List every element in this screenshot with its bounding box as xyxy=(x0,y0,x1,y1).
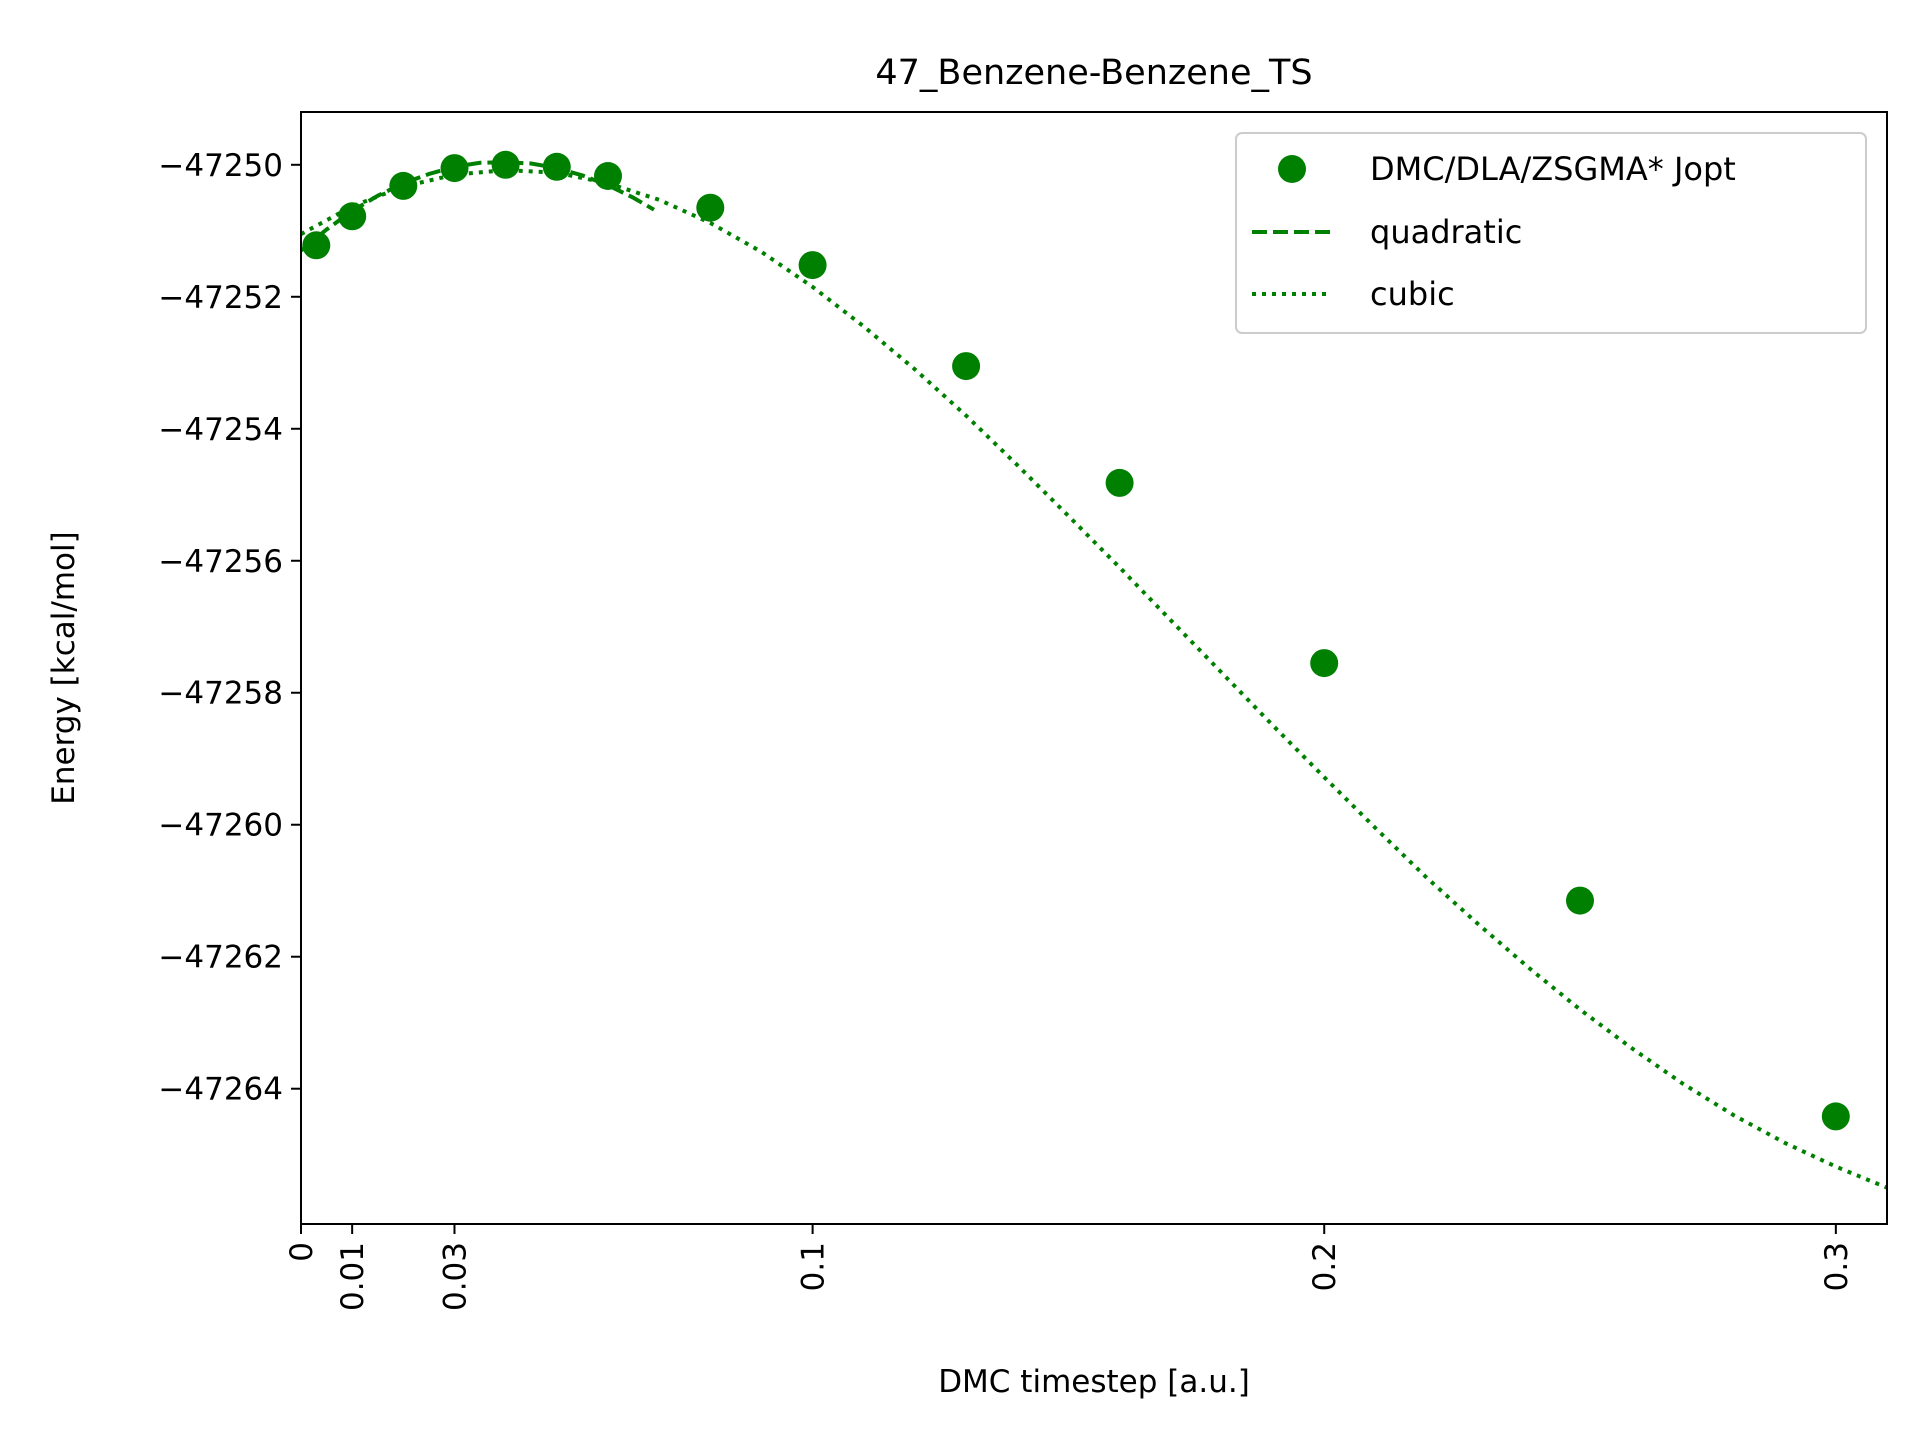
x-axis: 0 0.01 0.03 0.1 0.2 0.3 xyxy=(284,1224,1855,1311)
x-tick-label: 0 xyxy=(284,1242,320,1262)
data-point xyxy=(1310,649,1339,678)
chart-title: 47_Benzene-Benzene_TS xyxy=(875,53,1312,93)
legend-label-quadratic: quadratic xyxy=(1370,213,1522,251)
y-tick-label: −47258 xyxy=(158,676,283,712)
y-tick-label: −47264 xyxy=(158,1072,283,1108)
y-tick-label: −47260 xyxy=(158,808,283,844)
x-axis-label: DMC timestep [a.u.] xyxy=(938,1364,1250,1400)
data-point xyxy=(440,154,469,183)
x-tick-label: 0.01 xyxy=(335,1242,371,1311)
y-tick-label: −47256 xyxy=(158,544,283,580)
data-point xyxy=(491,150,520,179)
x-tick-label: 0.3 xyxy=(1819,1242,1855,1291)
data-point xyxy=(696,193,725,222)
y-axis-label: Energy [kcal/mol] xyxy=(46,531,82,804)
data-point xyxy=(798,251,827,280)
data-point xyxy=(1566,886,1594,915)
x-tick-label: 0.2 xyxy=(1307,1242,1343,1291)
plot-frame xyxy=(300,111,1888,1225)
data-point xyxy=(1105,468,1134,497)
y-tick-label: −47262 xyxy=(158,940,283,976)
data-point xyxy=(338,202,367,231)
legend-label-points: DMC/DLA/ZSGMA* Jopt xyxy=(1370,150,1736,188)
legend-marker-points xyxy=(1278,155,1306,183)
legend: DMC/DLA/ZSGMA* Jopt quadratic cubic xyxy=(1235,132,1867,334)
plot-series-layer xyxy=(301,150,1887,1190)
data-point xyxy=(542,152,571,181)
series-line-cubic xyxy=(301,168,1887,1190)
legend-frame xyxy=(1235,132,1867,334)
x-tick-label: 0.03 xyxy=(438,1242,474,1311)
data-point xyxy=(594,162,622,190)
y-tick-label: −47250 xyxy=(158,148,283,184)
data-point xyxy=(389,171,418,200)
legend-label-cubic: cubic xyxy=(1370,275,1455,313)
y-tick-label: −47252 xyxy=(158,280,283,316)
data-point xyxy=(302,231,331,260)
data-point xyxy=(952,352,981,381)
data-point xyxy=(1821,1102,1850,1131)
x-tick-label: 0.1 xyxy=(796,1242,832,1291)
y-axis: −47250 −47252 −47254 −47256 −47258 −47260 −472… xyxy=(158,148,301,1108)
y-tick-label: −47254 xyxy=(158,412,283,448)
